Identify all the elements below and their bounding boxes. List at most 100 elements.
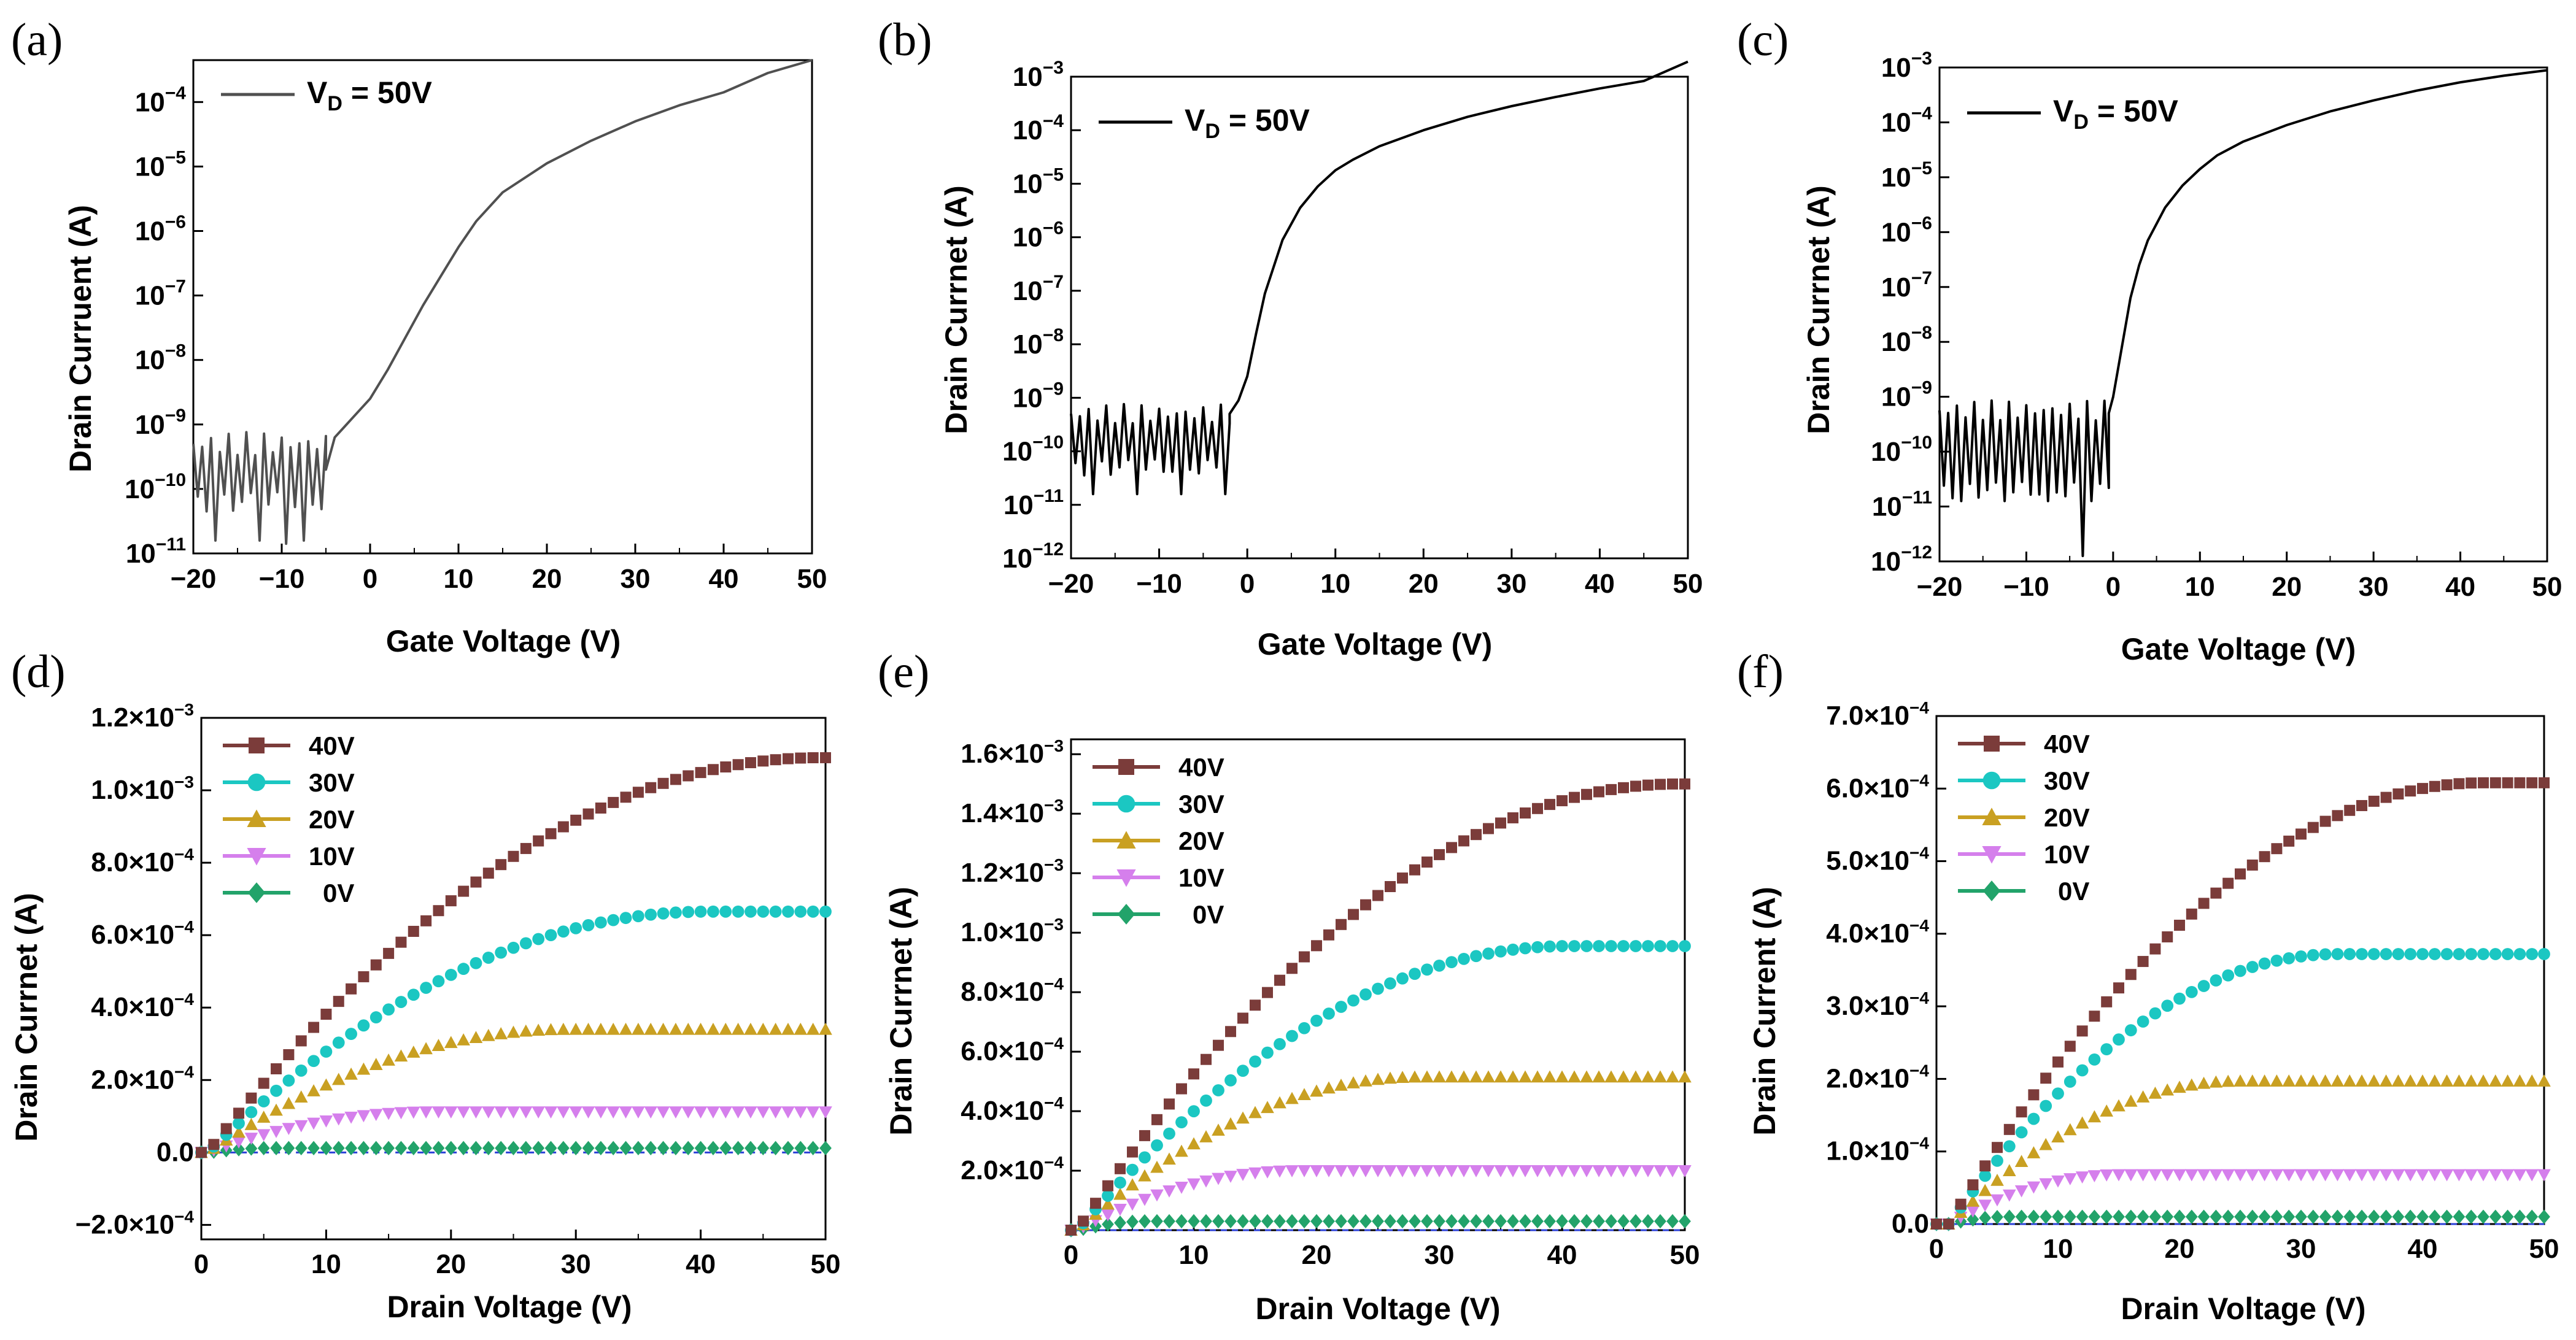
data-point	[1115, 1163, 1126, 1174]
data-point	[2222, 1209, 2235, 1224]
data-point	[2259, 851, 2270, 863]
data-point	[2148, 1087, 2162, 1099]
y-tick-label: 10−5	[1013, 164, 1064, 199]
data-point	[1507, 812, 1518, 823]
transfer-chart-b: (b) Gate Voltage (V) Drain Currnet (A) −…	[878, 14, 1703, 661]
x-tick-label: 0	[363, 564, 377, 594]
data-point	[781, 1022, 795, 1035]
data-point	[1237, 1065, 1249, 1077]
data-point	[1126, 1178, 1139, 1191]
data-point	[2307, 822, 2319, 833]
data-point	[2149, 1209, 2162, 1224]
data-point	[1967, 1179, 1979, 1191]
x-tick-label: 10	[311, 1249, 341, 1279]
data-point	[806, 1106, 820, 1119]
data-point	[470, 957, 482, 969]
data-point	[2380, 948, 2392, 960]
data-point	[2246, 1169, 2259, 1182]
data-point	[2355, 1169, 2369, 1182]
data-point	[1224, 1117, 1237, 1130]
data-point	[1604, 1165, 1618, 1177]
data-point	[244, 1118, 258, 1130]
data-point	[2161, 999, 2174, 1012]
data-point	[1286, 1214, 1298, 1229]
data-point	[682, 906, 695, 918]
data-point	[1482, 1070, 1495, 1083]
x-tick-label: 0	[2106, 572, 2121, 602]
y-tick-label: 2.0×10−4	[961, 1153, 1064, 1185]
data-point	[1592, 1070, 1606, 1083]
data-point	[2064, 1123, 2077, 1136]
data-point	[2283, 1209, 2296, 1224]
legend-label: 10V	[2044, 840, 2090, 869]
data-point	[2197, 1076, 2211, 1089]
data-point	[519, 937, 532, 950]
data-point	[2489, 1169, 2502, 1182]
y-tick-label: 10−7	[135, 277, 186, 311]
data-point	[2027, 1112, 2040, 1125]
data-point	[2307, 1209, 2319, 1224]
data-point	[2514, 777, 2526, 788]
data-point	[707, 1141, 719, 1155]
data-point	[1580, 1214, 1593, 1229]
data-point	[1262, 987, 1273, 998]
data-point	[246, 1092, 257, 1104]
data-point	[2015, 1209, 2028, 1224]
data-point	[1200, 1094, 1212, 1107]
data-point	[732, 1141, 745, 1155]
legend-label: VD = 50V	[307, 75, 433, 115]
data-point	[406, 1045, 420, 1058]
data-point	[2185, 1078, 2199, 1091]
data-point	[2453, 1209, 2466, 1224]
data-point	[2429, 780, 2440, 792]
y-tick-label: 10−11	[1872, 488, 1932, 522]
data-point	[768, 1106, 783, 1119]
chart-panel-d: (d) Drain Voltage (V) Drain Currnet (A) …	[0, 632, 859, 1340]
data-point	[1310, 1165, 1323, 1177]
data-point	[506, 1106, 520, 1119]
x-tick-label: 50	[2529, 1234, 2559, 1264]
x-tick-label: −20	[1048, 569, 1094, 599]
data-point	[382, 1141, 395, 1155]
data-point	[1654, 1070, 1667, 1083]
data-point	[2246, 1074, 2259, 1087]
data-point	[1420, 1070, 1434, 1083]
data-point	[470, 876, 482, 888]
data-point	[2489, 1074, 2502, 1087]
data-point	[794, 1141, 807, 1155]
data-point	[806, 1141, 819, 1155]
data-point	[2210, 1209, 2222, 1224]
data-point	[1593, 1214, 1605, 1229]
data-point	[1396, 1214, 1409, 1229]
data-point	[1955, 1198, 1967, 1210]
data-point	[544, 929, 557, 942]
data-point	[1101, 1197, 1115, 1210]
data-point	[2319, 948, 2332, 961]
data-point	[294, 1120, 308, 1133]
data-point	[1347, 1165, 1360, 1177]
data-point	[1630, 940, 1642, 952]
data-point	[1199, 1130, 1213, 1142]
chart-panel-e: (e) Drain Voltage (V) Drain Currnet (A) …	[859, 632, 1719, 1340]
data-point	[1237, 1214, 1249, 1229]
data-point	[1433, 959, 1445, 972]
data-point	[620, 791, 632, 803]
y-tick-label: 1.6×10−3	[961, 736, 1064, 769]
data-point	[2404, 1169, 2417, 1182]
data-point	[1532, 803, 1543, 814]
data-point	[2501, 1209, 2514, 1224]
data-point	[795, 752, 806, 764]
y-tick-label: 1.2×10−3	[961, 855, 1064, 888]
data-point	[706, 1106, 720, 1119]
data-point	[1212, 1172, 1225, 1185]
data-point	[2318, 1074, 2332, 1087]
data-point	[781, 1106, 795, 1119]
data-point	[1482, 947, 1495, 960]
data-point	[1966, 1205, 1980, 1218]
data-point	[1506, 1165, 1520, 1177]
data-point	[2379, 1169, 2393, 1182]
data-point	[1139, 1214, 1151, 1229]
data-point	[2087, 1170, 2102, 1183]
data-point	[333, 996, 344, 1007]
data-point	[1519, 1214, 1531, 1229]
